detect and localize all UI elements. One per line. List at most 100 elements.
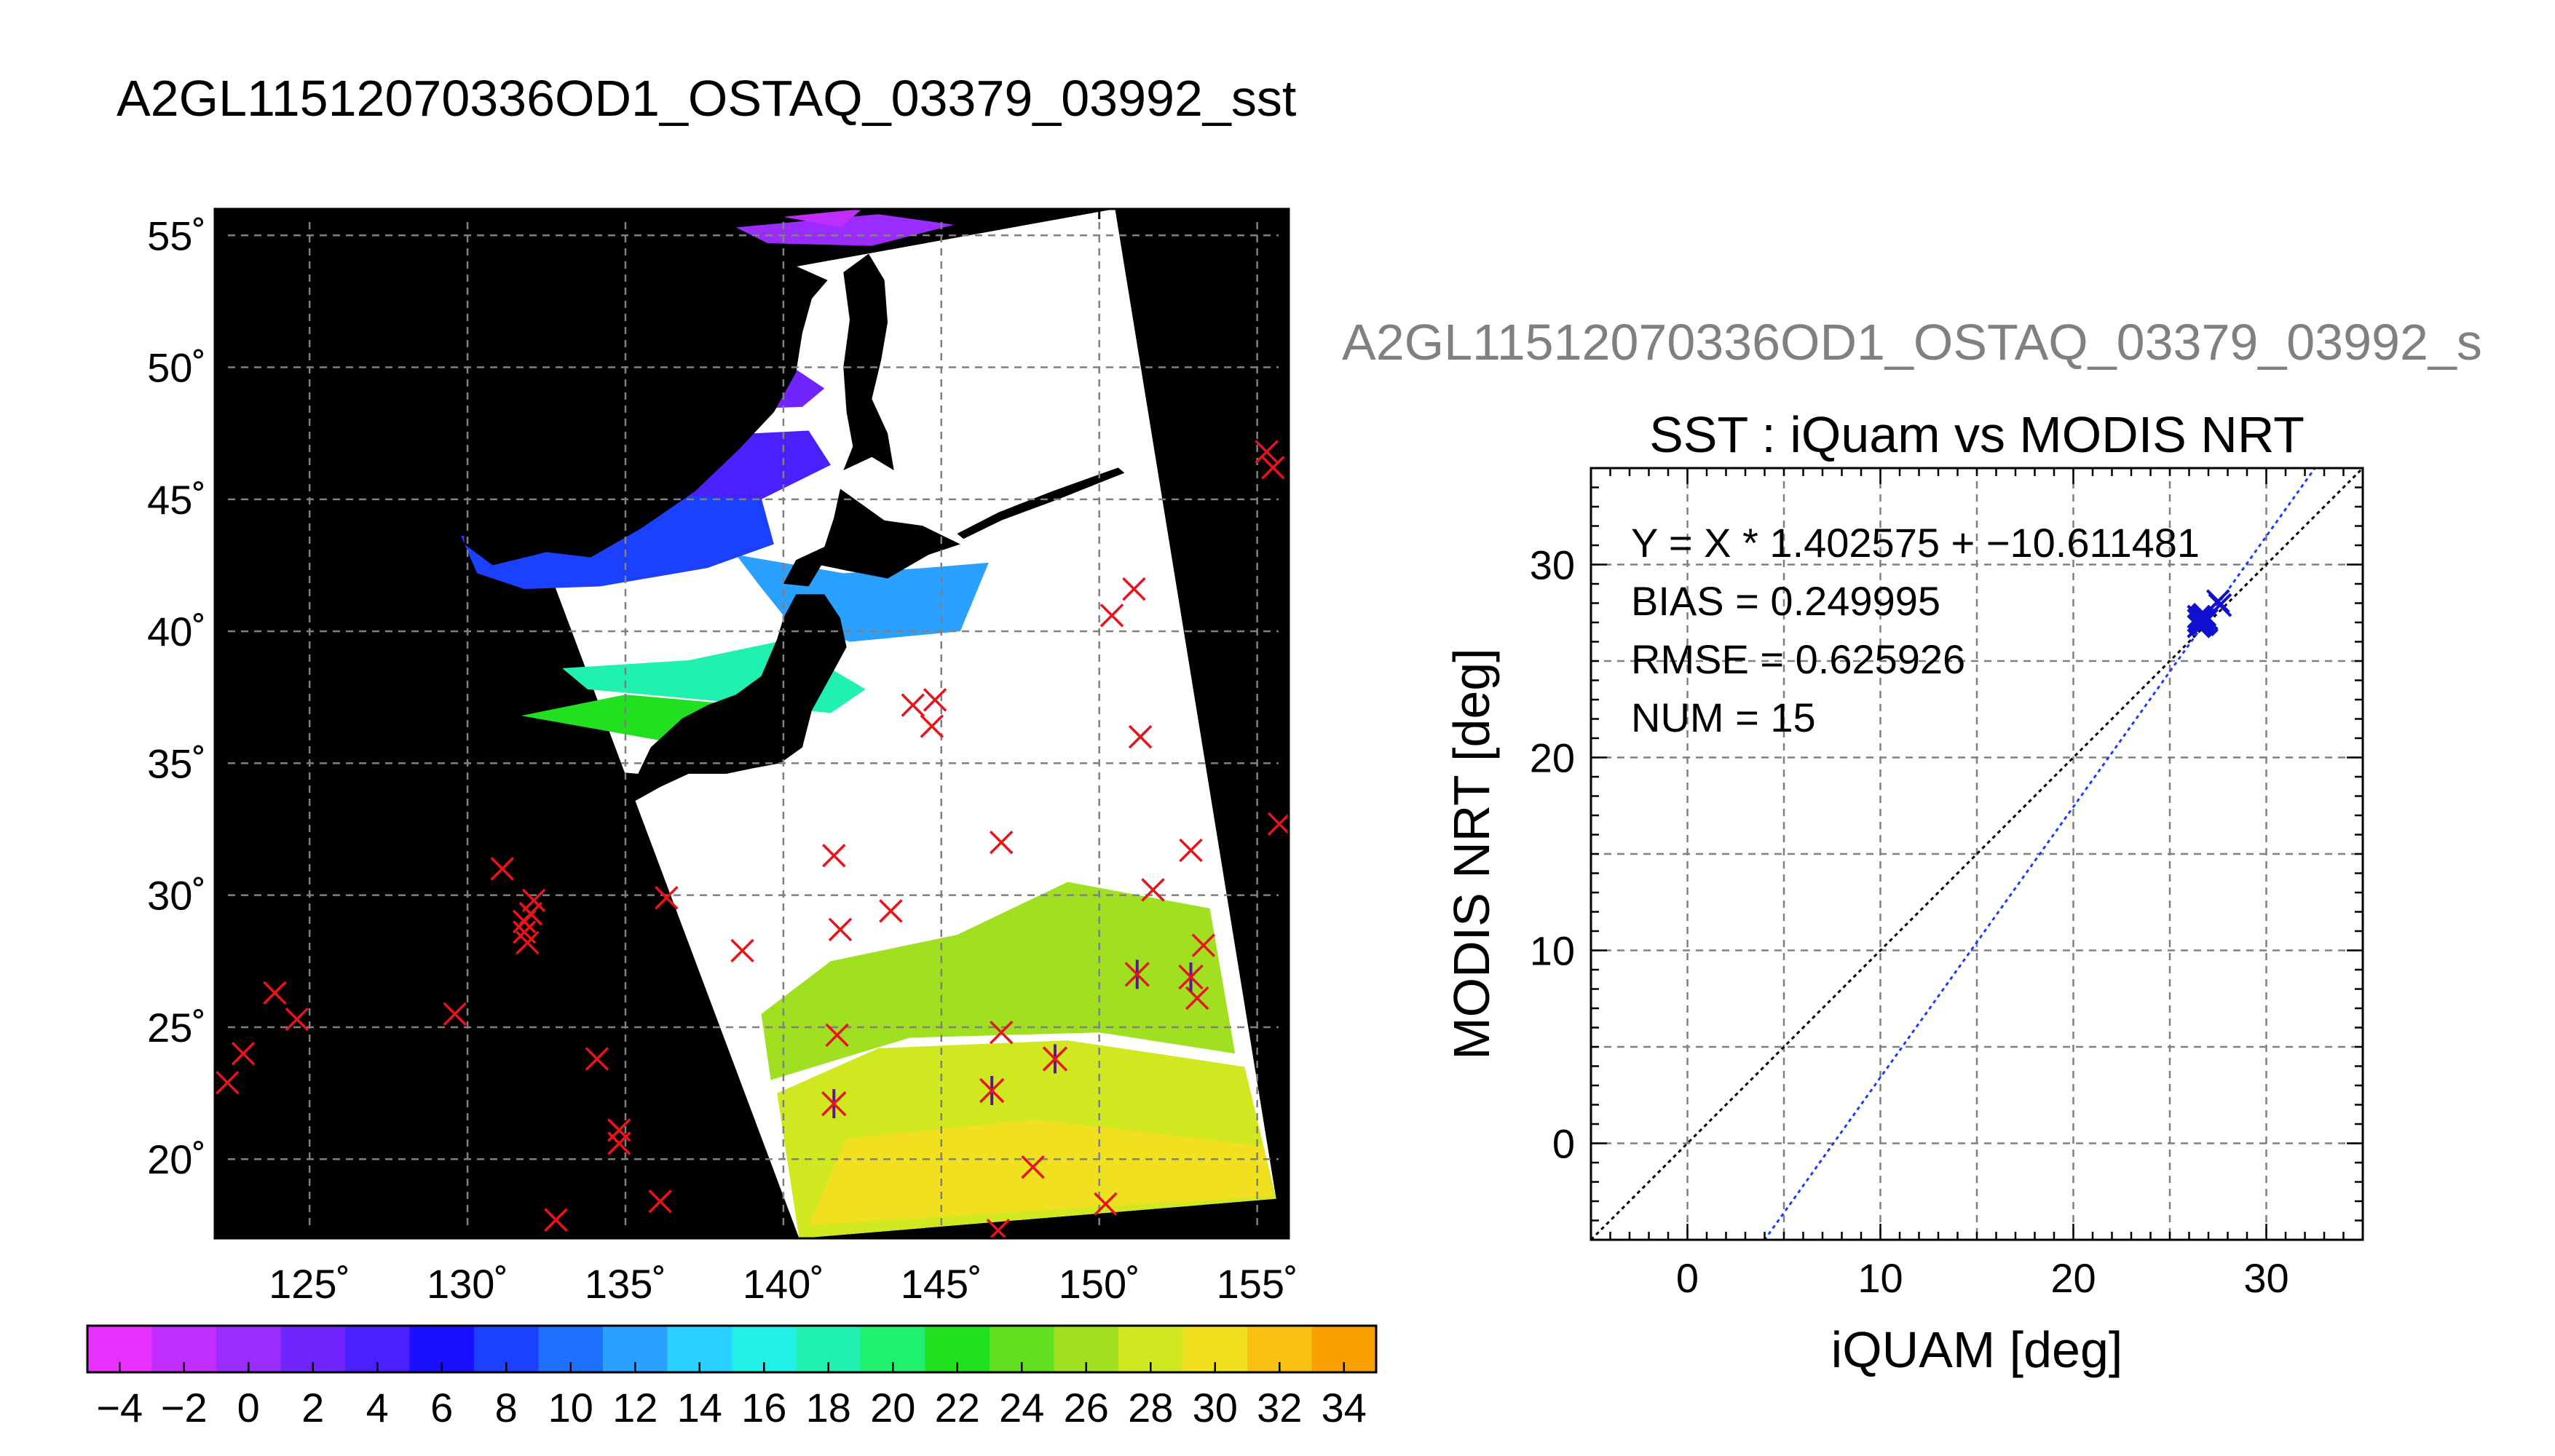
scatter-point [2194,608,2219,633]
map-lon-tick-label: 150˚ [1059,1261,1140,1307]
sst-field-9 [735,214,955,246]
colorbar-tick-label: 14 [677,1385,722,1431]
honshu-land [458,594,847,869]
iquam-point [822,844,846,868]
map-lon-tick-label: 130˚ [427,1261,508,1307]
iquam-point [901,693,925,717]
iquam-point [879,899,903,923]
iquam-point [1021,1155,1045,1179]
colorbar-tick-label: 2 [301,1385,324,1431]
colorbar-tick-label: 24 [999,1385,1044,1431]
map-lat-tick-label: 50˚ [147,345,206,391]
iquam-point [648,1190,672,1214]
map-frame [213,207,1290,1240]
colorbar-tick-label: 34 [1322,1385,1367,1431]
map-lon-tick-label: 135˚ [585,1261,666,1307]
main-title: A2GL11512070336OD1_OSTAQ_03379_03992_sst [117,70,1297,127]
sst-field-1 [808,1119,1273,1225]
scatter-y-tick-label: 30 [1530,542,1575,588]
colorbar-tick-label: 28 [1128,1385,1173,1431]
scatter-grid [1591,468,2363,1240]
iquam-point [1094,1192,1118,1216]
iquam-point [1128,724,1153,749]
iquam-point [923,688,947,712]
iquam-point [544,1208,568,1232]
iquam-matched-point [1124,960,1150,989]
iquam-matched-point [1042,1044,1068,1074]
map-lat-tick-label: 20˚ [147,1136,206,1182]
iquam-point [1255,440,1279,464]
map-lat-tick-label: 45˚ [147,477,206,523]
colorbar-tick-label: 4 [366,1385,389,1431]
map-lat-tick-label: 30˚ [147,873,206,919]
scatter-x-tick-label: 0 [1676,1255,1699,1301]
colorbar-tick-label: 10 [548,1385,593,1431]
colorbar-tick-label: 26 [1064,1385,1109,1431]
colorbar: −4 −2 0 2 4 6 8 10 12 14 16 18 20 22 24 26 28 30 32 34 [86,1324,1378,1431]
sst-field-2 [761,882,1236,1080]
iquam-point [216,1070,240,1095]
iquam-point [1141,878,1165,902]
scatter-title: SST : iQuam vs MODIS NRT [1649,406,2305,463]
colorbar-tick-label: 20 [870,1385,915,1431]
iquam-point [1122,577,1146,601]
iquam-point [1099,604,1124,628]
iquam-point [825,1023,849,1048]
asia-land [458,240,828,566]
scatter-supertitle: A2GL11512070336OD1_OSTAQ_03379_03992_s [1342,314,2482,371]
scatter-x-tick-label: 20 [2050,1255,2096,1301]
kuril-land [957,467,1125,539]
sst-map: 125˚ 130˚ 135˚ 140˚ 145˚ 150˚ 155˚ 55˚ 50˚ 45˚ 40˚… [147,207,1298,1307]
iquam-point [1191,933,1216,957]
colorbar-tick-label: 18 [806,1385,851,1431]
colorbar-tick-label: 6 [430,1385,453,1431]
iquam-markers [216,440,1289,1238]
iquam-matched-point [979,1075,1005,1105]
map-lon-tick-label: 145˚ [901,1261,982,1307]
colorbar-tick-label: 32 [1257,1385,1302,1431]
korea-land [215,554,465,777]
scatter-x-tick-label: 10 [1857,1255,1903,1301]
map-lat-tick-label: 35˚ [147,740,206,786]
map-lon-tick-label: 140˚ [743,1261,824,1307]
map-lat-tick-label: 55˚ [147,213,206,258]
iquam-point [655,886,679,910]
iquam-matched-point [821,1089,847,1119]
scatter-inner [1591,468,2363,1240]
iquam-point [263,981,287,1005]
iquam-matched-point [1178,962,1204,992]
map-lon-tick-label: 125˚ [269,1261,350,1307]
hokkaido-land [783,488,960,587]
colorbar-tick-label: −2 [161,1385,208,1431]
colorbar-tick-label: 8 [495,1385,518,1431]
map-grid [215,209,1289,1238]
iquam-point [443,1002,467,1026]
fit-line [1763,468,2317,1240]
iquam-point [989,830,1014,855]
map-lat-tick-label: 25˚ [147,1005,206,1051]
colorbar-tick-label: 22 [935,1385,980,1431]
iquam-point [1267,812,1289,836]
scatter-annotation: BIAS = 0.249995 [1631,578,1940,624]
scatter-annotation: RMSE = 0.625926 [1631,636,1965,682]
iquam-point [607,1131,631,1155]
iquam-point [516,930,540,955]
colorbar-tick-label: 30 [1193,1385,1238,1431]
scatter-y-tick-label: 10 [1530,928,1575,974]
map-inner [215,209,1289,1238]
colorbar-tick-label: 16 [741,1385,786,1431]
scatter-y-tick-label: 20 [1530,735,1575,781]
sakhalin-land [843,253,894,470]
scatter-y-tick-label: 0 [1552,1121,1575,1167]
scatter-points [2187,589,2232,638]
colorbar-tick-label: 0 [237,1385,260,1431]
scatter-x-label: iQUAM [deg] [1831,1321,2123,1378]
scatter-annotation: NUM = 15 [1631,695,1816,740]
scatter-y-label: MODIS NRT [deg] [1443,648,1500,1059]
iquam-point [920,714,944,738]
scatter-annotation: Y = X * 1.402575 + −10.611481 [1631,520,2200,566]
iquam-point [730,938,754,963]
colorbar-tick-label: 12 [612,1385,657,1431]
colorbar-frame [86,1324,1378,1374]
